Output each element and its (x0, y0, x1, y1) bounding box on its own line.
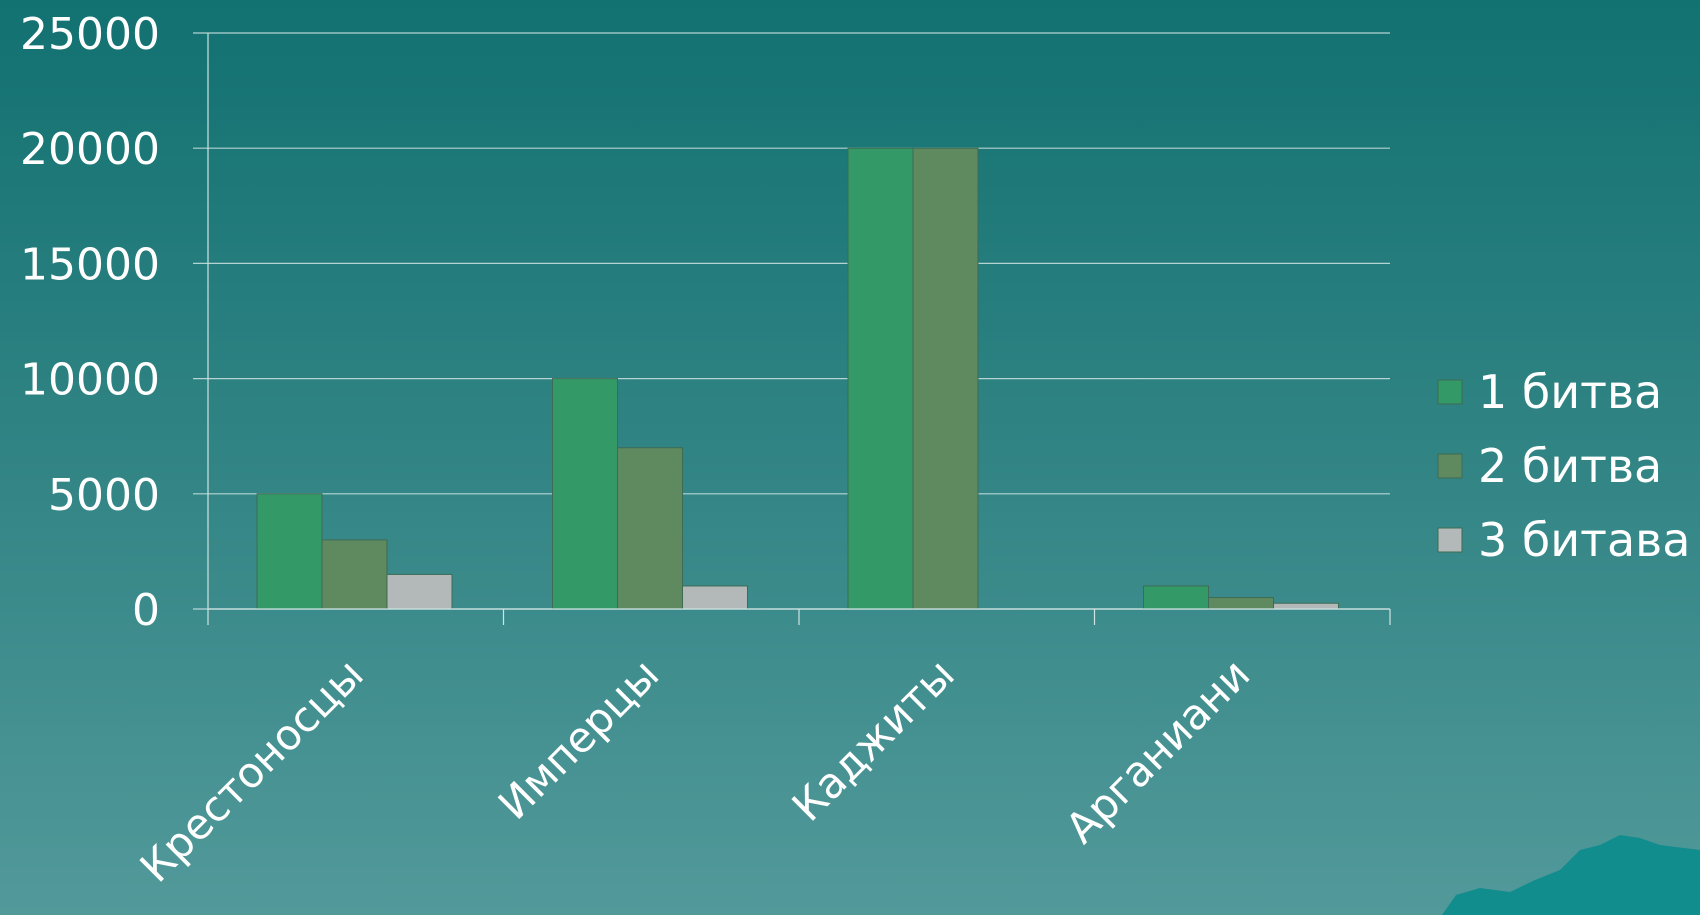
axes (207, 33, 1391, 625)
y-tick-label: 5000 (48, 470, 160, 521)
decoration (1442, 835, 1700, 915)
y-tick-label: 20000 (20, 124, 160, 175)
legend-swatch (1437, 379, 1463, 405)
bar-2-4 (1208, 596, 1274, 610)
legend-label: 3 битава (1478, 513, 1690, 567)
legend-swatch (1437, 453, 1463, 479)
bar-3-2 (682, 585, 748, 610)
bar-1-3 (847, 147, 914, 610)
bar-2-3 (912, 147, 979, 610)
y-tick-labels: 0 5000 10000 15000 20000 25000 (20, 9, 160, 636)
category-label: Крестоносцы (131, 649, 373, 891)
gridlines (193, 32, 1390, 610)
category-labels: Крестоносцы Имперцы Каджиты Арганиани (131, 649, 1260, 891)
legend-label: 1 битва (1478, 365, 1662, 419)
bars (256, 147, 1339, 610)
bar-2-2 (617, 447, 683, 610)
bar-2-1 (321, 539, 388, 610)
bar-3-4 (1273, 602, 1339, 610)
category-label: Арганиани (1056, 649, 1259, 852)
bar-3-1 (386, 573, 453, 610)
bar-1-1 (256, 493, 323, 610)
category-label: Имперцы (489, 649, 668, 828)
y-tick-label: 15000 (20, 239, 160, 290)
legend-swatch (1437, 527, 1463, 553)
corner-mountain-decoration (1442, 835, 1700, 915)
y-tick-label: 10000 (20, 355, 160, 406)
bar-1-2 (552, 378, 618, 610)
y-tick-label: 0 (132, 585, 160, 636)
legend: 1 битва 2 битва 3 битава (1437, 365, 1690, 567)
bar-1-4 (1143, 585, 1209, 610)
legend-label: 2 битва (1478, 439, 1662, 493)
category-label: Каджиты (783, 649, 964, 830)
y-tick-label: 25000 (20, 9, 160, 60)
